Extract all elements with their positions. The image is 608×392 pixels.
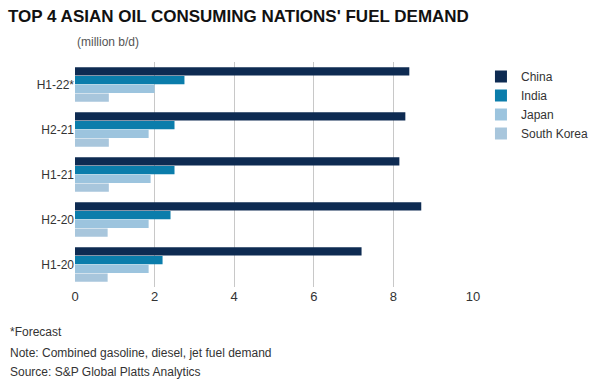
svg-text:4: 4 — [231, 289, 238, 304]
svg-text:Note: Combined gasoline, diese: Note: Combined gasoline, diesel, jet fue… — [10, 346, 272, 360]
svg-text:*Forecast: *Forecast — [10, 325, 62, 339]
svg-text:India: India — [521, 89, 547, 103]
svg-text:(million b/d): (million b/d) — [77, 35, 139, 49]
svg-text:H1-21: H1-21 — [41, 168, 74, 182]
svg-text:8: 8 — [390, 289, 397, 304]
svg-text:China: China — [521, 70, 553, 84]
svg-text:H1-22*: H1-22* — [37, 78, 75, 92]
svg-text:H1-20: H1-20 — [41, 258, 74, 272]
svg-text:Japan: Japan — [521, 108, 554, 122]
svg-text:6: 6 — [310, 289, 317, 304]
svg-text:H2-21: H2-21 — [41, 123, 74, 137]
svg-text:South Korea: South Korea — [521, 127, 588, 141]
svg-text:10: 10 — [466, 289, 480, 304]
svg-text:2: 2 — [151, 289, 158, 304]
svg-text:Source: S&P Global Platts Anal: Source: S&P Global Platts Analytics — [10, 365, 201, 379]
svg-text:TOP 4 ASIAN OIL CONSUMING NATI: TOP 4 ASIAN OIL CONSUMING NATIONS' FUEL … — [8, 7, 469, 26]
svg-text:H2-20: H2-20 — [41, 213, 74, 227]
svg-text:0: 0 — [71, 289, 78, 304]
